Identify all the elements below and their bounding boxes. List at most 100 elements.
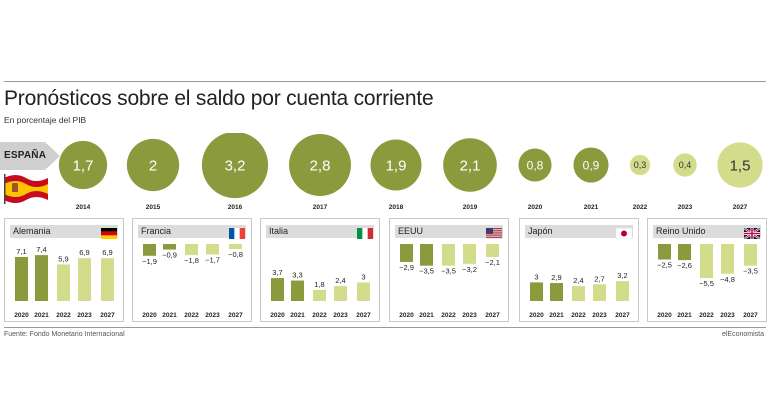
- bubble-year-label: 2023: [678, 204, 693, 211]
- bar-2021: [291, 280, 304, 301]
- flag-icon: [615, 226, 633, 240]
- bar-year-label: 2022: [571, 312, 586, 319]
- chart-subtitle: En porcentaje del PIB: [4, 115, 87, 125]
- bar-value-label: −1,9: [142, 257, 157, 266]
- bar-year-label: 2023: [333, 312, 348, 319]
- flag-icon: [101, 226, 117, 239]
- bar-value-label: −0,9: [162, 251, 177, 260]
- bar-year-label: 2022: [184, 312, 199, 319]
- chart-title: Pronósticos sobre el saldo por cuenta co…: [4, 87, 434, 110]
- bar-value-label: −4,8: [720, 275, 735, 284]
- bar-value-label: 2,4: [573, 276, 583, 285]
- panel-title: Francia: [141, 226, 172, 236]
- bar-2023: [206, 244, 219, 255]
- bar-year-label: 2022: [699, 312, 714, 319]
- bar-2021: [35, 255, 48, 301]
- bubble-value-label: 2,8: [310, 157, 331, 174]
- bar-2022: [57, 264, 70, 301]
- bar-year-label: 2023: [720, 312, 735, 319]
- bar-2022: [185, 244, 198, 256]
- bubble-2022: [629, 154, 651, 176]
- bar-chart: −2,9 2020 −3,5 2021 −3,5 2022 −3,2 2023 −2,1 2027: [399, 244, 500, 319]
- bar-value-label: −2,1: [485, 258, 500, 267]
- bar-year-label: 2027: [356, 312, 371, 319]
- bar-2021: [420, 244, 433, 266]
- bar-2020: [271, 278, 284, 301]
- panel-title: EEUU: [398, 226, 424, 236]
- bar-year-label: 2020: [142, 312, 157, 319]
- bar-year-label: 2021: [34, 312, 49, 319]
- bar-year-label: 2020: [270, 312, 285, 319]
- bubble-value-label: 2: [149, 157, 157, 174]
- bar-year-label: 2022: [312, 312, 327, 319]
- spain-arrow: [0, 142, 60, 170]
- bar-year-label: 2020: [657, 312, 672, 319]
- bar-year-label: 2022: [56, 312, 71, 319]
- bar-chart: −2,5 2020 −2,6 2021 −5,5 2022 −4,8 2023 −3,5 2027: [657, 244, 758, 319]
- bubble-2018: [370, 139, 422, 191]
- bar-value-label: 3,3: [292, 271, 302, 280]
- source-note: Fuente: Fondo Monetario Internacional: [4, 331, 125, 338]
- bar-value-label: 3,7: [272, 268, 282, 277]
- bubble-year-label: 2015: [146, 204, 161, 211]
- panel-fr: Francia −1,9 2020 −0,9 2021 −1,8 2022 −1,7 2023−…: [132, 218, 252, 322]
- flag-icon: [229, 226, 245, 239]
- panel-header: EEUU: [395, 225, 503, 239]
- panel-it: Italia 3,7 2020 3,3 2021 1,8 2022 2,4 2023 3 2027: [260, 218, 380, 322]
- bubble-year-label: 2019: [463, 204, 478, 211]
- bar-2027: [357, 282, 370, 301]
- flag-icon: [486, 226, 502, 239]
- panel-jp: Japón 3 2020 2,9 2021 2,4 2022 2,7 2023 3,2 2027: [519, 218, 639, 322]
- bar-2023: [463, 244, 476, 264]
- bar-value-label: 5,9: [58, 254, 68, 263]
- bar-value-label: −2,5: [657, 261, 672, 270]
- bubble-year-label: 2027: [733, 204, 748, 211]
- bubble-year-label: 2021: [584, 204, 599, 211]
- bar-value-label: −2,6: [677, 261, 692, 270]
- spain-bubble-chart: 1,7 2014 2 2015 3,2 2016 2,8 2017 1,9 2018 2,1 2019…: [58, 133, 768, 213]
- bar-value-label: −1,8: [184, 256, 199, 265]
- bar-year-label: 2022: [441, 312, 456, 319]
- bar-chart: 3,7 2020 3,3 2021 1,8 2022 2,4 2023 3 2027: [270, 268, 371, 319]
- panel-header: Alemania: [10, 225, 118, 239]
- spain-flag-icon: [4, 174, 48, 204]
- bubble-year-label: 2014: [76, 204, 91, 211]
- bar-year-label: 2023: [592, 312, 607, 319]
- bubble-year-label: 2016: [228, 204, 243, 211]
- bar-2027: [744, 244, 757, 266]
- bar-value-label: 1,8: [314, 280, 324, 289]
- bar-year-label: 2027: [743, 312, 758, 319]
- bar-2020: [400, 244, 413, 262]
- bubble-2021: [573, 147, 609, 183]
- bar-2027: [229, 244, 242, 249]
- bar-2022: [572, 286, 585, 301]
- bar-year-label: 2023: [462, 312, 477, 319]
- bubble-value-label: 1,9: [386, 157, 407, 174]
- bar-2027: [616, 281, 629, 301]
- bar-value-label: −3,5: [441, 267, 456, 276]
- bar-value-label: 2,7: [594, 274, 604, 283]
- bar-2020: [530, 282, 543, 301]
- bubble-year-label: 2022: [633, 204, 648, 211]
- bubble-2016: [201, 133, 269, 199]
- panel-title: Japón: [528, 226, 553, 236]
- panel-header: Italia: [266, 225, 374, 239]
- spain-label: ESPAÑA: [4, 150, 47, 161]
- bar-value-label: 6,9: [79, 248, 89, 257]
- bar-value-label: 6,9: [102, 248, 112, 257]
- bar-year-label: 2020: [14, 312, 29, 319]
- bar-chart: −1,9 2020 −0,9 2021 −1,8 2022 −1,7 2023 −0,8 2027: [142, 244, 243, 319]
- bar-value-label: −0,8: [228, 250, 243, 259]
- bubble-year-label: 2020: [528, 204, 543, 211]
- bar-2020: [15, 256, 28, 301]
- panel-uk: Reino Unido −2,5 2020 −2,6 2021 −5,5 2022 −4,8 2…: [647, 218, 767, 322]
- bar-year-label: 2021: [419, 312, 434, 319]
- bar-value-label: 3: [361, 272, 365, 281]
- flag-icon: [357, 226, 373, 239]
- bar-2022: [700, 244, 713, 279]
- bar-year-label: 2027: [485, 312, 500, 319]
- bubble-value-label: 3,2: [225, 157, 246, 174]
- bar-2023: [593, 284, 606, 301]
- bar-2027: [486, 244, 499, 258]
- bar-year-label: 2027: [615, 312, 630, 319]
